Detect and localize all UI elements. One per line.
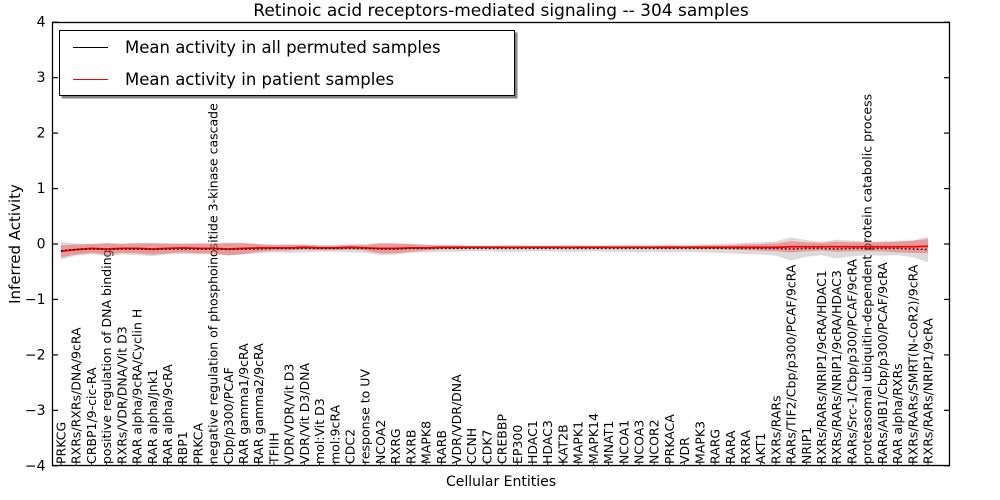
x-tick-label: AKT1 — [753, 433, 768, 464]
x-tick-label: PRKCG — [54, 422, 69, 464]
x-tick-label: VDR/Vit D3/DNA — [297, 363, 312, 464]
x-tick-label: RARs/TIF2/Cbp/p300/PCAF/9cRA — [784, 264, 799, 464]
x-axis-label: Cellular Entities — [445, 474, 557, 490]
x-tick-label: proteasomal ubiquitin-dependent protein … — [860, 94, 875, 464]
y-tick-label: −2 — [25, 347, 46, 363]
x-tick-label: MAPK8 — [419, 421, 434, 464]
x-tick-label: NCOA2 — [373, 420, 388, 464]
x-tick-label: RAR gamma2/9cRA — [251, 343, 266, 464]
x-tick-label: Cbp/p300/PCAF — [221, 367, 236, 464]
x-tick-label: VDR — [677, 437, 692, 464]
permuted-line-swatch — [73, 46, 108, 48]
x-tick-label: response to UV — [358, 369, 373, 464]
x-tick-label: EP300 — [510, 425, 525, 464]
y-tick-label: 4 — [37, 15, 46, 31]
legend-label-patient: Mean activity in patient samples — [125, 69, 395, 89]
x-tick-label: PRKACA — [662, 414, 677, 464]
x-tick-label: VDR/VDR/DNA — [449, 374, 464, 464]
x-tick-label: PRKCA — [190, 423, 205, 464]
x-tick-label: RXRs/RXRs/DNA/9cRA — [69, 327, 84, 464]
x-tick-label: MAPK1 — [571, 421, 586, 464]
x-tick-label: RXRs/RARs/NRIP1/9cRA — [921, 318, 936, 464]
x-tick-label: NRIP1 — [799, 427, 814, 464]
x-tick-label: RXRB — [403, 429, 418, 464]
x-tick-label: NCOR2 — [647, 419, 662, 464]
y-tick-label: 2 — [37, 126, 46, 142]
permuted-mean-line — [60, 247, 929, 252]
x-tick-label: RAR alpha/9cRA — [160, 364, 175, 464]
x-tick-label: mol:Vit D3 — [312, 398, 327, 464]
x-tick-label: RXRs/RARs/NRIP1/9cRA/HDAC1 — [814, 270, 829, 464]
y-tick-label: −3 — [25, 403, 46, 419]
x-tick-label: RXRs/VDR/DNA/Vit D3 — [114, 326, 129, 464]
x-tick-label: RARs/AIB1/Cbp/p300/PCAF/9cRA — [875, 262, 890, 464]
x-tick-label: KAT2B — [555, 424, 570, 464]
x-tick-label: RXRs/RARs/SMRT(N-CoR2)/9cRA — [905, 264, 920, 464]
x-tick-label: MAPK3 — [692, 421, 707, 464]
x-tick-label: CDK7 — [479, 429, 494, 464]
x-tick-label: RAR alpha/Jnk1 — [145, 369, 160, 464]
x-tick-label: VDR/VDR/Vit D3 — [282, 364, 297, 464]
x-tick-label: MNAT1 — [601, 421, 616, 464]
chart-title: Retinoic acid receptors-mediated signali… — [253, 1, 749, 21]
x-tick-label: CREBBP — [495, 414, 510, 464]
y-tick-label: 1 — [37, 181, 46, 197]
x-tick-label: RARB — [434, 430, 449, 464]
x-tick-label: mol:9cRA — [327, 404, 342, 464]
x-tick-label: RARs/Src-1/Cbp/p300/PCAF/9cRA — [844, 258, 859, 464]
x-tick-label: HDAC3 — [540, 420, 555, 464]
x-tick-label: negative regulation of phosphoinositide … — [206, 103, 221, 464]
legend-entry-patient: Mean activity in patient samples — [60, 63, 514, 95]
legend: Mean activity in all permuted samples Me… — [59, 30, 515, 96]
x-tick-label: RXRs/RARs — [768, 395, 783, 464]
x-tick-label: CRBP1/9-cic-RA — [84, 367, 99, 464]
y-tick-label: 0 — [37, 237, 46, 253]
y-tick-label: −4 — [25, 458, 46, 474]
x-tick-label: CDC2 — [343, 429, 358, 464]
x-tick-label: TFIIH — [266, 432, 281, 465]
patient-line-swatch — [73, 78, 108, 80]
x-tick-label: RXRG — [388, 428, 403, 464]
x-tick-label: RXRA — [738, 430, 753, 464]
x-tick-label: positive regulation of DNA binding — [99, 249, 114, 464]
x-tick-label: RARA — [723, 430, 738, 464]
x-tick-label: RAR gamma1/9cRA — [236, 343, 251, 464]
permuted-band — [61, 236, 928, 263]
x-tick-label: RARG — [708, 429, 723, 464]
y-tick-label: 3 — [37, 70, 46, 86]
x-tick-label: NCOA3 — [632, 420, 647, 464]
x-tick-label: NCOA1 — [616, 420, 631, 464]
x-tick-label: MAPK14 — [586, 413, 601, 464]
x-tick-label: RAR alpha/9cRA/Cyclin H — [130, 309, 145, 464]
y-tick-label: −1 — [25, 292, 46, 308]
x-tick-label: RXRs/RARs/NRIP1/9cRA/HDAC3 — [829, 270, 844, 464]
x-tick-label: RAR alpha/RXRs — [890, 363, 905, 464]
x-tick-label: CCNH — [464, 428, 479, 464]
x-tick-label: HDAC1 — [525, 420, 540, 464]
legend-entry-permuted: Mean activity in all permuted samples — [60, 31, 514, 63]
x-tick-label: RBP1 — [175, 431, 190, 464]
y-axis-label: Inferred Activity — [6, 184, 24, 304]
legend-label-permuted: Mean activity in all permuted samples — [125, 37, 441, 57]
